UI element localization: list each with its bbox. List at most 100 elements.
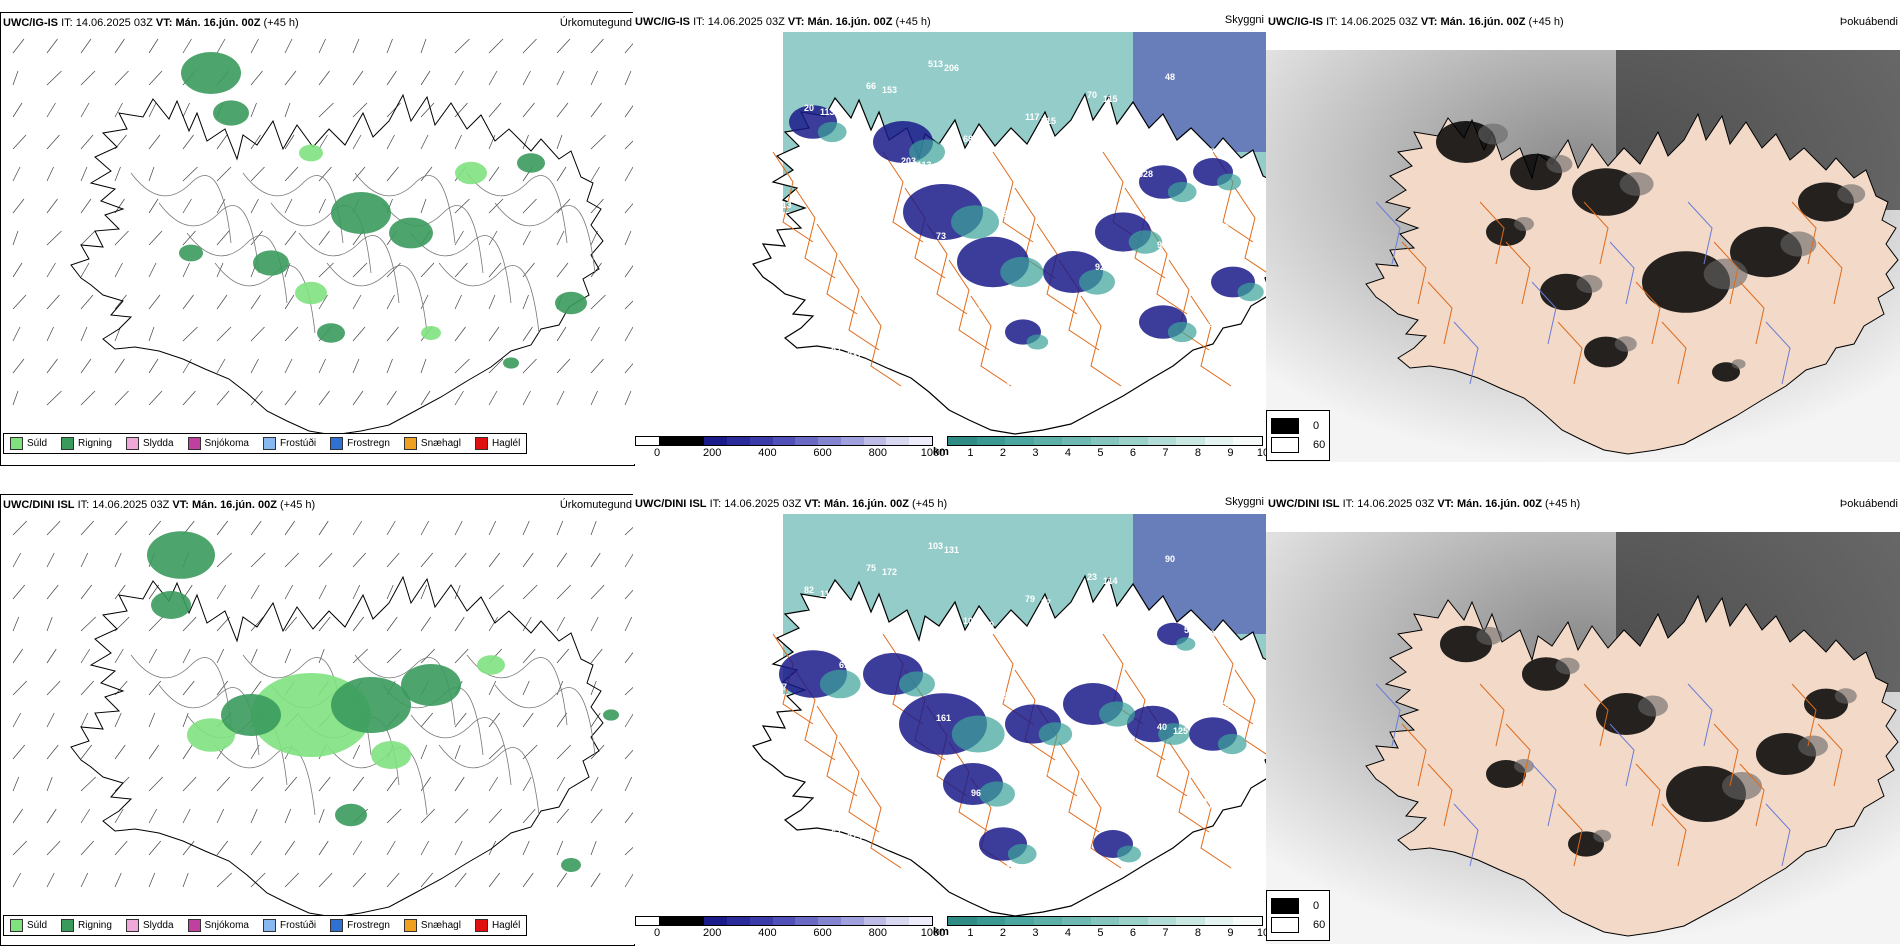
legend-label: Rigning [78,438,112,449]
cloud-base-value: 54 [769,368,779,378]
colorbar-tick: 1 [967,927,974,939]
cloud-base-value: 10 [1122,165,1132,175]
cloud-base-value: 66 [866,81,876,91]
cloud-base-value: 203 [901,156,916,166]
colorbar-tick: 2 [999,927,1006,939]
colorbar-tick: 3 [1032,927,1039,939]
cloud-panel-2: UWC/DINI ISL IT: 14.06.2025 03Z VT: Mán.… [633,494,1266,944]
cloud-base-value: 75 [1208,801,1218,811]
iceland-coastline [70,575,604,918]
cloud-base-value: 370 [1227,390,1242,400]
cloud-base-value: 81 [1033,284,1043,294]
panel-field-name: Úrkomutegund [559,499,632,511]
legend-item: Slydda [125,437,174,450]
cloud-base-value: 56 [796,271,806,281]
cloud-map: 871 113 113 129 151 222 269 153 64 115 150 192 237 20… [723,32,1266,435]
legend-item: Rigning [61,437,112,450]
colorbar-tick: 600 [813,927,832,939]
colorbar-tick: 200 [703,927,722,939]
cloud-base-value: 151 [1111,266,1126,276]
cloud-base-value: 279 [1192,797,1207,807]
colorbar-unit: km [933,926,949,938]
colorbar-tick: 4 [1064,927,1072,939]
cloud-base-value: 95 [1076,673,1086,683]
colorbar-tick: 5 [1097,927,1104,939]
cloud-base-value: 51 [893,806,903,816]
cloud-base-value: 78 [990,377,1000,387]
cloudbase-colorbar: m02004006008001000 [633,916,945,940]
cloud-base-value: 436 [785,854,800,864]
cloud-base-value: 58 [1068,841,1078,851]
cloud-base-value: 114 [1103,576,1118,586]
colorbar-tick: 600 [813,447,832,459]
cloud-panel-1: UWC/IG-IS IT: 14.06.2025 03Z VT: Mán. 16… [633,12,1266,464]
colorbar-tick: 10 [1256,927,1266,939]
legend-item: Snjókoma [187,919,249,932]
panel-title: UWC/IG-IS IT: 14.06.2025 03Z VT: Mán. 16… [3,17,299,29]
colorbar-tick: 8 [1194,447,1202,459]
colorbar-tick: 200 [703,447,722,459]
precip-type-legend: Súld Rigning Slydda Snjókoma Frostúði Frostre… [3,915,528,936]
colorbar-tick: 4 [1064,447,1072,459]
cloud-base-value: 109 [874,735,889,745]
fog-map [1266,532,1900,944]
panel-field-name: Þokuábendi [1839,498,1898,510]
cloud-base-value: 94 [812,275,822,285]
cloud-base-value: 206 [944,63,959,73]
cloud-base-value: 20 [804,103,814,113]
legend-label: Frostregn [347,438,390,449]
cloud-base-value: 167 [1200,147,1215,157]
cloud-base-value: 349 [1060,669,1075,679]
colorbar-tick: 1 [967,447,974,459]
cloud-base-value: 237 [847,350,862,360]
colorbar-tick: 400 [758,927,777,939]
cloud-base-value: 57 [1041,598,1051,608]
legend-swatch [330,919,344,932]
panel-field-name: Skyggni [1224,14,1264,26]
panel-title: UWC/IG-IS IT: 14.06.2025 03Z VT: Mán. 16… [635,16,931,28]
fog-panel-2: UWC/DINI ISL IT: 14.06.2025 03Z VT: Mán.… [1266,494,1900,944]
colorbar-tick: 6 [1129,927,1137,939]
legend-swatch [61,437,75,450]
legend-swatch [330,437,344,450]
cloud-base-value: 628 [1138,169,1153,179]
cloud-base-value: 140 [723,536,738,546]
colorbar-tick: 10 [1256,447,1266,459]
legend-label: Frostúði [279,438,317,449]
colorbar-tick: 6 [1129,447,1137,459]
legend-item: Frostúði [262,919,317,932]
legend-swatch [403,437,417,450]
legend-swatch [474,919,488,932]
cloud-base-value: 64 [979,138,989,148]
cloud-base-value: 117 [820,589,835,599]
legend-label: Súld [27,920,48,931]
panel-field-name: Úrkomutegund [559,17,632,29]
cloud-base-value: 113 [820,107,835,117]
cloud-base-value: 50 [734,775,744,785]
colorbar-tick: 3 [1032,447,1039,459]
cloud-base-value: 513 [928,59,943,69]
legend-item: Frostregn [330,919,390,932]
fog-map [1266,50,1900,462]
cloud-base-value: 122 [909,328,924,338]
legend-item: Frostregn [330,437,390,450]
legend-swatch [10,919,23,932]
colorbar-tick: 0 [653,927,661,939]
cloud-base-value: 59 [769,850,779,860]
cloud-base-value: 108 [963,616,978,626]
legend-label: Haglél [491,438,521,449]
panel-field-name: Skyggni [1224,496,1264,508]
legend-swatch [125,919,139,932]
legend-item: Rigning [61,919,112,932]
colorbar-tick: 9 [1227,447,1234,459]
legend-label: Frostúði [279,920,317,931]
fog-index-legend: 0 60 [1266,410,1331,461]
panel-title: UWC/DINI ISL IT: 14.06.2025 03Z VT: Mán.… [3,499,316,511]
cloud-map: 1401179916815275436172100951257937313157… [723,514,1266,917]
cloud-base-value: 27 [1227,872,1237,882]
cloud-base-value: 102 [1006,863,1021,873]
cloud-base-value: 92 [1095,262,1105,272]
cloud-base-value: 110 [1006,381,1021,391]
legend-swatch [187,919,201,932]
legend-item: Haglél [474,919,520,932]
